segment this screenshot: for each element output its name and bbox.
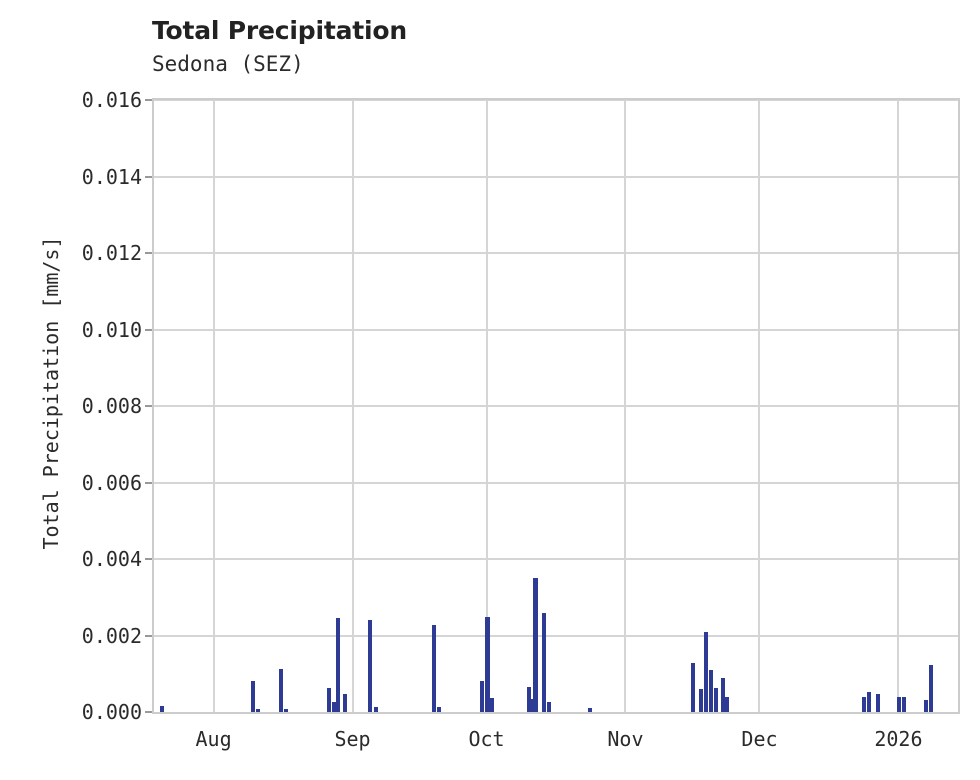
x-axis-tick-label: Oct <box>468 727 505 751</box>
bar <box>587 708 592 712</box>
y-axis-tick-label: 0.002 <box>81 623 142 648</box>
bar <box>902 696 907 712</box>
bar <box>875 694 880 712</box>
bar <box>720 677 725 712</box>
y-axis-tick-label: 0.010 <box>81 317 142 342</box>
x-axis-tick-label: 2026 <box>874 727 923 751</box>
chart-title: Total Precipitation <box>152 16 407 45</box>
y-axis-tick-label: 0.012 <box>81 241 142 265</box>
bar <box>897 696 902 712</box>
bar <box>159 705 165 712</box>
gridline-vertical <box>485 100 488 712</box>
y-axis-tick-label: 0.008 <box>81 394 142 418</box>
bar <box>335 617 340 712</box>
bar <box>436 707 441 712</box>
bar <box>708 669 713 712</box>
y-axis-tick-label: 0.016 <box>81 88 142 112</box>
gridline-vertical <box>897 100 900 712</box>
bar <box>485 617 490 712</box>
bar <box>929 665 934 712</box>
y-axis-tick-mark <box>145 405 152 407</box>
bar <box>479 680 484 712</box>
bar <box>368 620 373 712</box>
y-axis-tick-label: 0.004 <box>81 547 142 571</box>
bar <box>326 688 331 712</box>
y-axis-tick-mark <box>145 252 152 254</box>
bar <box>542 612 547 712</box>
y-axis-tick-mark <box>145 711 152 713</box>
bar <box>924 700 929 712</box>
bar <box>861 697 866 712</box>
bar <box>331 702 336 712</box>
bar <box>866 692 871 712</box>
chart-subtitle: Sedona (SEZ) <box>152 52 304 76</box>
gridline-horizontal <box>154 558 958 560</box>
y-axis-tick-label: 0.000 <box>81 700 142 724</box>
y-axis-tick-mark <box>145 99 152 101</box>
gridline-horizontal <box>154 252 958 254</box>
x-axis-tick-label: Nov <box>607 727 644 751</box>
x-axis-tick-label: Aug <box>195 727 232 751</box>
y-axis-tick-mark <box>145 175 152 178</box>
x-axis-tick-label: Sep <box>334 727 371 751</box>
gridline-horizontal <box>154 634 958 637</box>
gridline-horizontal <box>154 100 958 101</box>
bar <box>703 631 708 712</box>
bar <box>690 663 695 712</box>
y-axis-tick-mark <box>145 558 152 560</box>
gridline-vertical <box>212 100 215 712</box>
bar <box>284 708 289 712</box>
gridline-vertical <box>624 100 627 712</box>
bar <box>251 681 256 712</box>
bar <box>374 707 379 712</box>
y-axis-tick-mark <box>145 328 152 331</box>
bar <box>698 689 703 712</box>
bar <box>713 688 718 712</box>
bar <box>342 694 347 712</box>
bar <box>431 625 436 712</box>
bar <box>533 578 539 712</box>
bar <box>256 708 261 712</box>
bar <box>547 702 552 712</box>
bar <box>724 696 729 712</box>
bar <box>530 699 535 712</box>
x-axis-tick-label: Dec <box>741 727 778 751</box>
y-axis-tick-mark <box>145 634 152 637</box>
y-axis-tick-label: 0.014 <box>81 164 142 189</box>
bar <box>490 698 495 712</box>
plot-area <box>152 98 960 714</box>
gridline-vertical <box>758 100 761 712</box>
gridline-vertical <box>351 100 354 712</box>
gridline-horizontal <box>154 175 958 178</box>
bar <box>279 668 284 712</box>
gridline-horizontal <box>154 481 958 484</box>
gridline-horizontal <box>154 405 958 407</box>
gridline-horizontal <box>154 328 958 331</box>
y-axis-tick-mark <box>145 481 152 484</box>
y-axis-tick-label: 0.006 <box>81 470 142 495</box>
bar <box>527 686 532 712</box>
